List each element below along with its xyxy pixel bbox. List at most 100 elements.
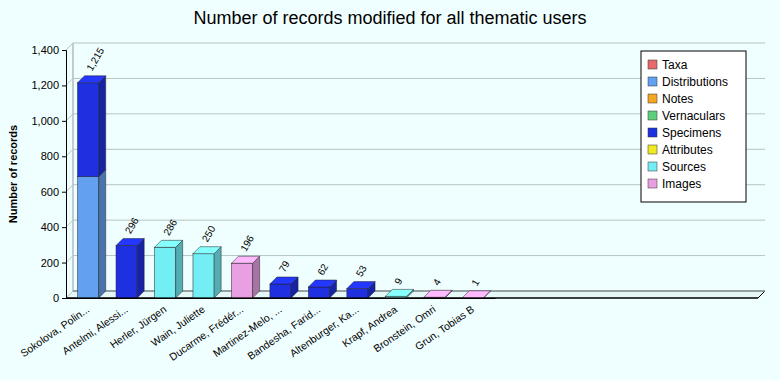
y-axis: 0 200 400 600 800 1,000 1,200 1,400 <box>31 44 66 304</box>
bar <box>154 247 175 248</box>
bar <box>385 296 406 297</box>
bar <box>78 177 99 298</box>
legend-swatch <box>648 111 657 120</box>
bar-top <box>270 277 298 284</box>
y-tick-label: 600 <box>41 186 59 198</box>
y-tick-label: 400 <box>41 221 59 233</box>
y-tick-label: 0 <box>53 292 59 304</box>
bar <box>116 245 137 246</box>
legend-entry: Taxa <box>648 58 688 72</box>
total-label: 4 <box>431 277 444 288</box>
bar <box>231 263 252 298</box>
legend-entry: Images <box>648 177 701 191</box>
legend-label: Vernaculars <box>662 109 725 123</box>
legend-label: Notes <box>662 92 693 106</box>
bar <box>347 288 368 289</box>
legend-swatch <box>648 94 657 103</box>
bar <box>270 284 291 285</box>
bar-top <box>385 289 413 296</box>
bar-side <box>214 247 221 298</box>
left-wall-edge <box>66 43 73 291</box>
x-tick: Altenburger, Ka... <box>287 298 360 359</box>
y-tick-mark <box>62 263 66 264</box>
bar <box>193 254 214 298</box>
y-tick-label: 200 <box>41 257 59 269</box>
series-group <box>78 170 106 298</box>
y-tick-mark <box>62 50 66 51</box>
total-label: 286 <box>161 217 179 237</box>
grid <box>66 43 765 298</box>
y-tick-mark <box>62 121 66 122</box>
bar-side <box>99 76 106 177</box>
chart-svg: Number of records modified for all thema… <box>0 0 780 380</box>
bar <box>270 284 291 285</box>
y-tick-label: 800 <box>41 150 59 162</box>
x-tick: Grun, Tobias B <box>413 298 477 352</box>
grid-line-wall <box>66 114 73 121</box>
total-label: 62 <box>315 262 330 278</box>
y-tick-mark <box>62 227 66 228</box>
grid-line-wall <box>66 78 73 85</box>
bar <box>270 284 291 285</box>
y-axis-line <box>62 51 67 299</box>
y-tick-mark <box>62 85 66 86</box>
legend-swatch <box>648 77 657 86</box>
x-tick-label: Antelmi, Alessi... <box>60 303 130 357</box>
plot-area <box>78 76 491 298</box>
walls <box>66 43 765 298</box>
legend-label: Images <box>662 177 701 191</box>
legend-swatch <box>648 145 657 154</box>
x-tick-label: Grun, Tobias B <box>413 303 477 353</box>
total-label: 1 <box>469 277 482 288</box>
x-axis: Sokolova, Polin...Antelmi, Alessi...Herl… <box>18 298 495 363</box>
total-label: 1,215 <box>84 45 106 73</box>
bar <box>78 82 99 83</box>
x-tick-label: Sokolova, Polin... <box>18 303 91 359</box>
bar-side <box>137 239 144 298</box>
y-tick: 600 <box>41 186 66 198</box>
legend-swatch <box>648 60 657 69</box>
bar <box>154 247 175 298</box>
total-labels: 1,215296286250196796253941 <box>84 45 481 288</box>
x-tick-label: Bronstein, Omri <box>371 303 438 355</box>
total-label: 79 <box>277 258 292 274</box>
grid-line <box>73 43 765 44</box>
bar <box>308 287 329 288</box>
legend-entry: Specimens <box>648 126 721 140</box>
legend: Taxa Distributions Notes Vernaculars Specime… <box>641 51 746 202</box>
bar-top <box>193 247 221 254</box>
x-tick: Sokolova, Polin... <box>18 298 91 359</box>
x-tick: Bandesha, Farid... <box>245 298 322 362</box>
legend-box <box>641 51 746 202</box>
legend-label: Sources <box>662 160 706 174</box>
total-label: 296 <box>123 215 141 235</box>
y-tick: 1,000 <box>31 115 66 127</box>
bar <box>116 245 137 246</box>
legend-entry: Vernaculars <box>648 109 725 123</box>
y-tick: 1,400 <box>31 44 66 56</box>
legend-swatch <box>648 162 657 171</box>
total-label: 53 <box>354 263 369 279</box>
chart-container: Number of records modified for all thema… <box>0 0 780 380</box>
legend-label: Specimens <box>662 126 721 140</box>
y-tick: 1,200 <box>31 79 66 91</box>
bar <box>78 82 99 83</box>
bar-top <box>347 282 375 289</box>
x-tick-label: Altenburger, Ka... <box>287 303 360 359</box>
legend-label: Taxa <box>662 58 688 72</box>
bar-top <box>424 290 452 297</box>
y-tick-mark <box>62 192 66 193</box>
title: Number of records modified for all thema… <box>193 8 586 28</box>
bar <box>347 289 368 298</box>
legend-entry: Distributions <box>648 75 728 89</box>
bar <box>308 287 329 288</box>
x-tick: Ducarme, Frédér... <box>167 298 246 363</box>
series-group <box>154 240 413 298</box>
legend-entry: Attributes <box>648 143 713 157</box>
grid-line-wall <box>66 291 73 298</box>
total-label: 9 <box>392 276 405 287</box>
legend-swatch <box>648 179 657 188</box>
bar-side <box>99 170 106 298</box>
grid-line-wall <box>66 256 73 263</box>
bar <box>78 83 99 177</box>
